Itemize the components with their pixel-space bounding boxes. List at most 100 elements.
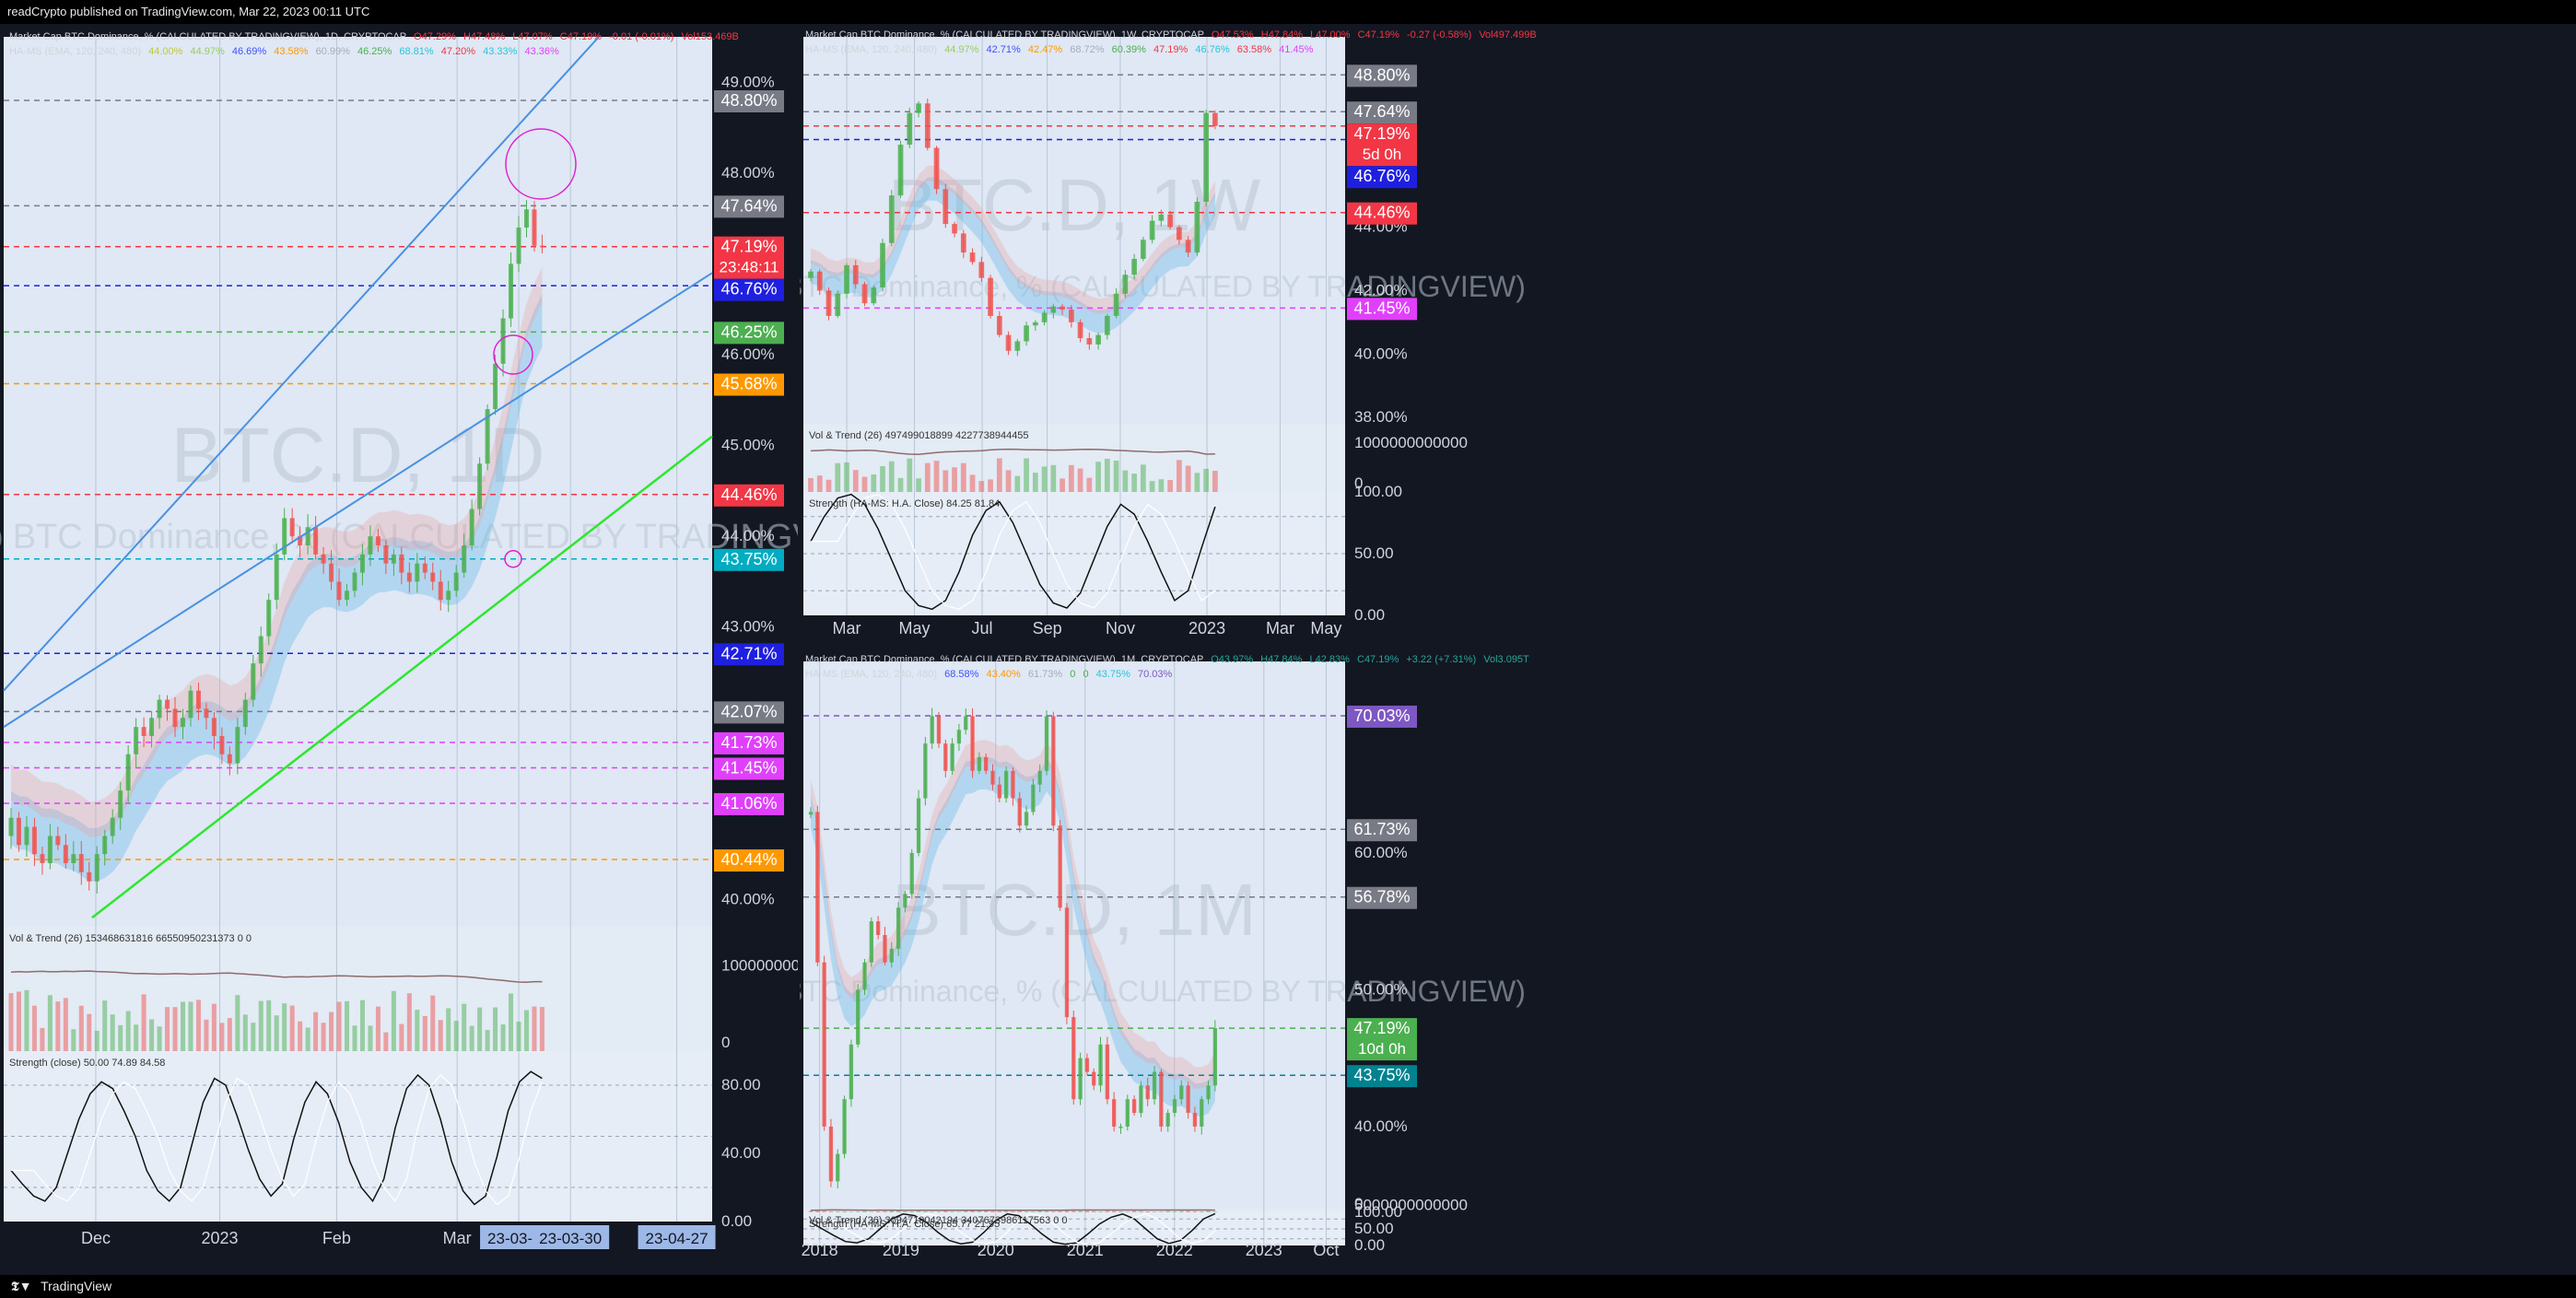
x-tick-label: Sep (1033, 619, 1062, 637)
legend-low: L47.07% (512, 31, 553, 42)
candle-body (172, 708, 178, 728)
candle-body (1185, 240, 1191, 253)
volume-bar (960, 462, 966, 492)
candle-body (815, 812, 820, 963)
volume-bar (1044, 1210, 1049, 1212)
price-label-bg (714, 643, 784, 666)
price-label-countdown: 10d 0h (1358, 1040, 1406, 1058)
volume-bar (1145, 1210, 1150, 1212)
volume-bar (1186, 1210, 1190, 1212)
candle-body (453, 572, 459, 591)
candle-body (1105, 1044, 1110, 1100)
candle-body (1139, 1085, 1143, 1114)
candle-body (856, 989, 861, 1045)
candle-body (1203, 112, 1209, 203)
candle-body (87, 871, 92, 882)
candle-body (539, 245, 544, 248)
price-label-text: 41.45% (720, 759, 777, 778)
volume-bar (523, 1010, 529, 1051)
x-tick-label: Dec (81, 1229, 111, 1247)
volume-bar (936, 1211, 942, 1212)
y-tick-label: 38.00% (1354, 408, 1408, 426)
volume-tick-label: 0 (1354, 474, 1363, 492)
volume-bar (1064, 1210, 1070, 1212)
candle-body (835, 293, 841, 316)
legend-close: C47.19% (1357, 29, 1399, 41)
volume-bar (978, 481, 985, 492)
price-label: 43.75% (1347, 1065, 1417, 1088)
chart-panel-monthly[interactable]: BTC.D, 1M Market Cap BTC Dominance, % (CA… (800, 649, 1655, 1261)
trendline-support (91, 435, 713, 919)
ha-ms-v4: 68.72% (1070, 44, 1105, 55)
legend-open: O43.97% (1211, 654, 1254, 665)
volume-bar (282, 1003, 287, 1051)
candle-body (500, 318, 506, 364)
candle-body (227, 754, 232, 764)
price-label: 41.73% (714, 731, 784, 754)
candle-body (31, 826, 37, 855)
price-label-bg (714, 548, 784, 571)
price-label-text: 40.44% (720, 850, 777, 869)
volume-bar (856, 1211, 861, 1212)
volume-bar (916, 1210, 921, 1212)
x-tick-label: Feb (322, 1229, 351, 1247)
volume-bar (415, 1010, 420, 1051)
volume-bar (211, 1003, 217, 1051)
candle-body (469, 509, 474, 545)
price-label-text: 41.06% (720, 794, 777, 813)
volume-legend: Vol & Trend (26) 497499018899 4227738944… (809, 430, 1029, 441)
price-label: 47.64% (1347, 101, 1417, 124)
price-label-text: 47.64% (720, 196, 777, 215)
tradingview-logo-icon: 𝕿▼ (11, 1279, 32, 1293)
price-label: 46.25% (714, 322, 784, 345)
price-label-bg (714, 236, 784, 279)
candle-body (313, 527, 319, 555)
strength-tick-label: 0.00 (1354, 1236, 1385, 1254)
ha-ms-legend: HA-MS (EMA, 120, 240, 480) 44.00% 44.97%… (9, 46, 559, 57)
candle-body (329, 563, 334, 582)
x-tick-label: 2018 (802, 1241, 838, 1259)
volume-bar (897, 477, 904, 492)
candle-body (157, 699, 162, 719)
volume-bar (1092, 1210, 1096, 1212)
price-label-bg (1347, 298, 1417, 321)
candle-body (808, 812, 814, 815)
price-label: 46.76% (1347, 166, 1417, 189)
price-label: 46.76% (714, 278, 784, 301)
ha-ms-v9: 41.45% (1279, 44, 1314, 55)
volume-bar (988, 479, 993, 492)
volume-bar (1149, 481, 1155, 492)
ha-ms-legend: HA-MS (EMA, 120, 240, 480) 44.97% 42.71%… (805, 44, 1313, 55)
volume-bar (903, 1210, 907, 1212)
candle-body (836, 1153, 840, 1182)
volume-bar (1194, 473, 1200, 492)
volume-bar (219, 1023, 225, 1051)
ha-ms-v1: 68.58% (944, 669, 979, 680)
x-tick-label: Mar (443, 1229, 472, 1247)
chart-panel-daily[interactable]: BTC.D, 1D Market Cap BTC Dominance, % (CA… (0, 24, 798, 1261)
ema-band-blue (11, 294, 543, 882)
candle-body (852, 264, 859, 285)
candle-body (383, 545, 389, 564)
volume-tick-label: 5000000000000 (1354, 1196, 1468, 1213)
volume-bar (16, 991, 21, 1051)
volume-trend-line (10, 970, 543, 984)
candle-body (943, 189, 949, 225)
volume-bar (871, 474, 877, 492)
candle-body (943, 743, 948, 771)
volume-pane-bg (4, 927, 712, 1051)
candle-body (251, 663, 256, 700)
volume-bar (862, 1210, 867, 1212)
price-label-text: 61.73% (1353, 820, 1410, 838)
chart-panel-weekly[interactable]: BTC.D, 1WMarket Cap BTC Dominance, % (CA… (800, 24, 1655, 647)
price-label: 44.46% (1347, 202, 1417, 225)
candle-body (984, 756, 989, 771)
volume-bar (964, 1210, 968, 1212)
price-label-bg (714, 195, 784, 218)
volume-bar (141, 994, 146, 1051)
ha-ms-v9: 43.33% (483, 46, 518, 57)
volume-bar (930, 1211, 934, 1212)
volume-bar (1003, 1210, 1009, 1212)
price-label-text: 46.76% (1353, 167, 1410, 185)
candle-body (875, 921, 881, 935)
